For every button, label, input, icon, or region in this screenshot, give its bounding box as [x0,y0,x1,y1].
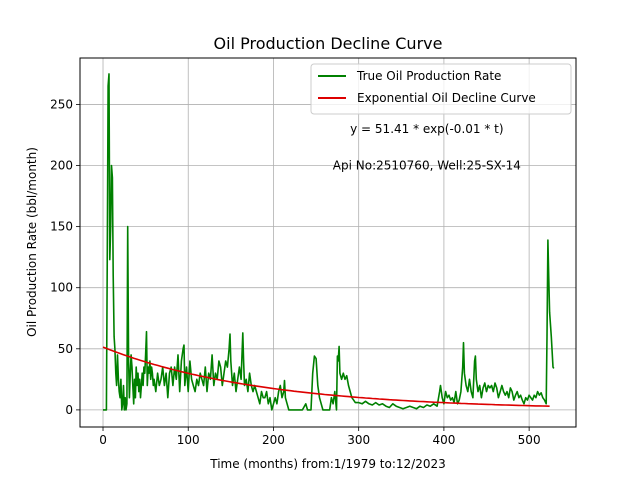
x-tick-label: 500 [518,433,541,447]
series-line-true-rate [103,73,555,411]
legend: True Oil Production Rate Exponential Oil… [310,63,572,115]
y-tick-label: 250 [50,97,73,111]
well-info-annotation: Api No:2510760, Well:25-SX-14 [333,159,521,173]
legend-label-exponential-fit: Exponential Oil Decline Curve [357,91,536,105]
y-tick-label: 150 [50,220,73,234]
legend-box [310,63,572,115]
y-axis-ticks: 0 50 100 150 200 250 [50,97,80,417]
y-tick-label: 200 [50,159,73,173]
x-tick-label: 0 [99,433,107,447]
x-tick-label: 200 [262,433,285,447]
grid-lines [80,58,576,427]
x-tick-label: 300 [347,433,370,447]
fit-equation-annotation: y = 51.41 * exp(-0.01 * t) [350,122,503,136]
chart-title: Oil Production Decline Curve [214,34,443,53]
x-tick-label: 100 [177,433,200,447]
x-tick-label: 400 [432,433,455,447]
y-tick-label: 100 [50,281,73,295]
series-line-exponential-fit [102,346,550,407]
series-lines [102,73,555,411]
y-axis-label: Oil Production Rate (bbl/month) [25,147,39,337]
y-tick-label: 50 [58,342,73,356]
x-axis-label: Time (months) from:1/1979 to:12/2023 [209,457,446,471]
x-axis-ticks: 0 100 200 300 400 500 [99,427,541,447]
y-tick-label: 0 [65,403,73,417]
plot-frame [79,57,577,428]
legend-label-true-rate: True Oil Production Rate [356,69,501,83]
